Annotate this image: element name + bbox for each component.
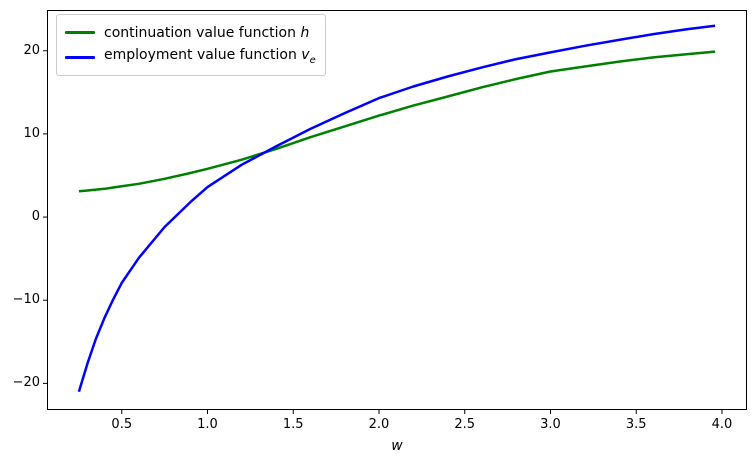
y-tick-label: 10 [23, 125, 40, 141]
x-tick-label: 1.5 [282, 417, 304, 432]
legend-item-employment-value: employment value function ve [65, 45, 316, 70]
legend-label: employment value function ve [104, 46, 316, 66]
series-line-employment-value [77, 24, 716, 393]
blue-line-swatch [65, 56, 95, 59]
x-tick-label: 1.0 [197, 417, 218, 432]
y-tick-label: −20 [12, 375, 40, 391]
legend-label: continuation value function h [104, 24, 310, 41]
x-tick-label: 4.0 [711, 417, 733, 432]
legend: continuation value function h employment… [56, 14, 326, 76]
y-tick-label: −10 [12, 292, 40, 308]
y-tick-label: 0 [31, 209, 40, 225]
y-tick-label: 20 [23, 42, 40, 58]
x-axis-label: w [391, 438, 403, 454]
legend-item-continuation-value: continuation value function h [65, 20, 316, 45]
x-tick-label: 3.5 [625, 417, 647, 432]
x-tick-label: 2.0 [368, 417, 390, 432]
series-line-continuation-value [78, 50, 716, 193]
x-tick-label: 2.5 [454, 417, 476, 432]
x-tick-label: 0.5 [111, 417, 133, 432]
green-line-swatch [65, 31, 95, 34]
x-tick-label: 3.0 [540, 417, 561, 432]
axes-frame [47, 10, 747, 410]
